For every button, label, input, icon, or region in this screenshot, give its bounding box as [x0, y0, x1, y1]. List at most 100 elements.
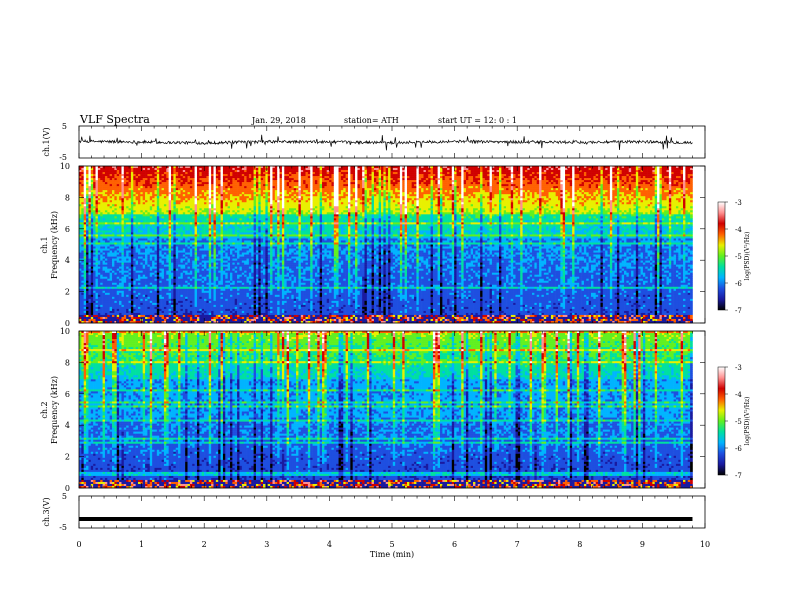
- spectrogram-cell: [143, 236, 146, 238]
- spectrogram-cell: [143, 261, 146, 263]
- spectrogram-cell: [173, 194, 176, 196]
- spectrogram-cell: [169, 263, 172, 265]
- spectrogram-cell: [169, 178, 172, 180]
- spectrogram-cell: [93, 313, 96, 315]
- spectrogram-cell: [86, 218, 89, 220]
- spectrogram-cell: [107, 208, 110, 210]
- spectrogram-cell: [81, 218, 84, 220]
- spectrogram-cell: [169, 232, 172, 234]
- spectrogram-cell: [105, 222, 108, 224]
- spectrogram-cell: [107, 202, 110, 204]
- spectrogram-cell: [147, 206, 150, 208]
- spectrogram-cell: [129, 267, 132, 269]
- spectrogram-cell: [180, 232, 183, 234]
- spectrogram-cell: [81, 315, 84, 317]
- spectrogram-cell: [86, 263, 89, 265]
- spectrogram-cell: [173, 228, 176, 230]
- spectrogram-cell: [152, 180, 155, 182]
- spectrogram-cell: [159, 317, 162, 319]
- spectrogram-cell: [138, 194, 141, 196]
- spectrogram-cell: [150, 218, 153, 220]
- spectrogram-cell: [110, 210, 113, 212]
- spectrogram-cell: [169, 255, 172, 257]
- spectrogram-cell: [100, 317, 103, 319]
- spectrogram-cell: [185, 287, 188, 289]
- spectrogram-cell: [103, 176, 106, 178]
- spectrogram-cell: [145, 236, 148, 238]
- spectrogram-cell: [140, 198, 143, 200]
- spectrogram-cell: [185, 212, 188, 214]
- spectrogram-cell: [143, 224, 146, 226]
- spectrogram-cell: [180, 307, 183, 309]
- spectrogram-cell: [112, 315, 115, 317]
- spectrogram-cell: [178, 222, 181, 224]
- spectrogram-cell: [133, 247, 136, 249]
- spectrogram-cell: [188, 188, 191, 190]
- spectrogram-cell: [171, 283, 174, 285]
- spectrogram-cell: [107, 245, 110, 247]
- spectrogram-cell: [171, 275, 174, 277]
- spectrogram-cell: [178, 194, 181, 196]
- spectrogram-cell: [140, 222, 143, 224]
- spectrogram-cell: [190, 301, 193, 303]
- spectrogram-cell: [131, 295, 134, 297]
- spectrogram-cell: [150, 271, 153, 273]
- spectrogram-cell: [96, 196, 99, 198]
- spectrogram-cell: [155, 291, 158, 293]
- spectrogram-cell: [138, 168, 141, 170]
- spectrogram-cell: [188, 245, 191, 247]
- spectrogram-cell: [164, 210, 167, 212]
- spectrogram-cell: [100, 190, 103, 192]
- spectrogram-cell: [96, 172, 99, 174]
- spectrogram-cell: [117, 319, 120, 321]
- spectrogram-cell: [138, 313, 141, 315]
- spectrogram-cell: [84, 299, 87, 301]
- spectrogram-cell: [178, 293, 181, 295]
- spectrogram-cell: [81, 194, 84, 196]
- spectrogram-cell: [180, 216, 183, 218]
- spectrogram-cell: [133, 200, 136, 202]
- spectrogram-cell: [180, 224, 183, 226]
- spectrogram-cell: [112, 172, 115, 174]
- spectrogram-cell: [136, 279, 139, 281]
- spectrogram-cell: [91, 234, 94, 236]
- spectrogram-cell: [96, 277, 99, 279]
- spectrogram-cell: [131, 212, 134, 214]
- spectrogram-cell: [188, 240, 191, 242]
- spectrogram-cell: [88, 251, 91, 253]
- spectrogram-cell: [133, 224, 136, 226]
- spectrogram-cell: [124, 273, 127, 275]
- spectrogram-cell: [171, 240, 174, 242]
- spectrogram-cell: [98, 198, 101, 200]
- spectrogram-cell: [164, 277, 167, 279]
- spectrogram-cell: [183, 168, 186, 170]
- spectrogram-cell: [98, 309, 101, 311]
- spectrogram-cell: [145, 313, 148, 315]
- spectrogram-cell: [157, 281, 160, 283]
- spectrogram-cell: [166, 202, 169, 204]
- spectrogram-cell: [103, 247, 106, 249]
- spectrogram-cell: [126, 279, 129, 281]
- spectrogram-cell: [88, 247, 91, 249]
- spectrogram-cell: [86, 176, 89, 178]
- spectrogram-cell: [103, 253, 106, 255]
- spectrogram-cell: [138, 305, 141, 307]
- spectrogram-cell: [131, 245, 134, 247]
- spectrogram-cell: [98, 251, 101, 253]
- spectrogram-cell: [114, 176, 117, 178]
- spectrogram-cell: [166, 230, 169, 232]
- spectrogram-cell: [169, 293, 172, 295]
- spectrogram-cell: [98, 232, 101, 234]
- spectrogram-cell: [164, 230, 167, 232]
- spectrogram-cell: [180, 309, 183, 311]
- spectrogram-cell: [190, 251, 193, 253]
- spectrogram-cell: [178, 273, 181, 275]
- spectrogram-cell: [140, 188, 143, 190]
- spectrogram-cell: [119, 172, 122, 174]
- spectrogram-cell: [86, 194, 89, 196]
- spectrogram-cell: [110, 176, 113, 178]
- spectrogram-cell: [180, 247, 183, 249]
- spectrogram-cell: [93, 190, 96, 192]
- spectrogram-cell: [176, 281, 179, 283]
- spectrogram-cell: [110, 216, 113, 218]
